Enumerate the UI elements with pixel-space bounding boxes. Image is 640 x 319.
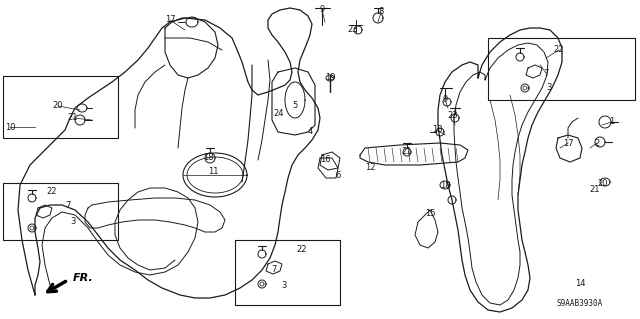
Text: 14: 14 [575,279,585,288]
Bar [3,183,118,240]
Text: 22: 22 [297,244,307,254]
Text: 23: 23 [348,26,358,34]
Text: 24: 24 [274,108,284,117]
Bar [235,240,340,305]
Text: 7: 7 [543,69,548,78]
Text: 17: 17 [563,138,573,147]
Text: 9: 9 [319,5,324,14]
Text: 12: 12 [365,162,375,172]
Bar [3,76,118,138]
Text: 5: 5 [292,100,298,109]
Text: 7: 7 [65,202,70,211]
Text: 20: 20 [598,179,608,188]
Text: 13: 13 [432,125,442,135]
Text: 20: 20 [52,101,63,110]
Text: 3: 3 [282,281,287,291]
Text: 6: 6 [335,170,340,180]
Text: 19: 19 [324,73,335,83]
Text: 23: 23 [448,110,458,120]
Text: 21: 21 [402,147,412,157]
Text: 22: 22 [47,188,57,197]
Text: 21: 21 [68,114,78,122]
Text: 17: 17 [164,16,175,25]
Text: 18: 18 [440,181,451,189]
Text: 7: 7 [271,265,276,275]
Text: FR.: FR. [73,273,93,283]
Text: 10: 10 [4,122,15,131]
Text: 4: 4 [307,127,312,136]
Text: 9: 9 [442,95,447,105]
Text: 16: 16 [320,155,330,165]
Text: 11: 11 [208,167,218,175]
Text: S9AAB3930A: S9AAB3930A [557,299,603,308]
Text: 15: 15 [425,209,435,218]
Text: 21: 21 [589,186,600,195]
Text: 3: 3 [70,218,76,226]
Text: 3: 3 [547,84,552,93]
Text: 2: 2 [595,138,600,147]
Text: 18: 18 [203,152,213,161]
Text: 22: 22 [554,46,564,55]
Bar [488,38,635,100]
Text: 1: 1 [609,117,614,127]
Text: 8: 8 [378,8,384,17]
